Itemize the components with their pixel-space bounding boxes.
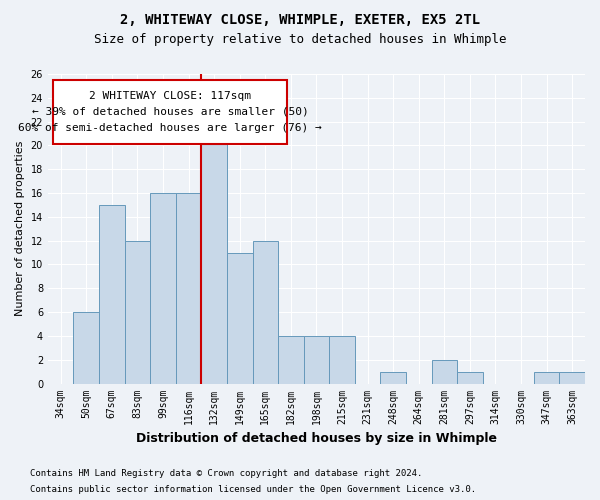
Bar: [304, 336, 329, 384]
Bar: [534, 372, 559, 384]
Y-axis label: Number of detached properties: Number of detached properties: [15, 141, 25, 316]
Bar: [202, 122, 227, 384]
Bar: [253, 240, 278, 384]
Bar: [150, 193, 176, 384]
Bar: [329, 336, 355, 384]
Bar: [278, 336, 304, 384]
Bar: [125, 240, 150, 384]
Bar: [380, 372, 406, 384]
Text: 2, WHITEWAY CLOSE, WHIMPLE, EXETER, EX5 2TL: 2, WHITEWAY CLOSE, WHIMPLE, EXETER, EX5 …: [120, 12, 480, 26]
Bar: [559, 372, 585, 384]
X-axis label: Distribution of detached houses by size in Whimple: Distribution of detached houses by size …: [136, 432, 497, 445]
Bar: [99, 205, 125, 384]
Text: Contains HM Land Registry data © Crown copyright and database right 2024.: Contains HM Land Registry data © Crown c…: [30, 468, 422, 477]
Text: Size of property relative to detached houses in Whimple: Size of property relative to detached ho…: [94, 32, 506, 46]
Bar: [457, 372, 482, 384]
Bar: [431, 360, 457, 384]
Bar: [73, 312, 99, 384]
Bar: [227, 252, 253, 384]
Text: 2 WHITEWAY CLOSE: 117sqm
← 39% of detached houses are smaller (50)
60% of semi-d: 2 WHITEWAY CLOSE: 117sqm ← 39% of detach…: [18, 92, 322, 132]
Text: Contains public sector information licensed under the Open Government Licence v3: Contains public sector information licen…: [30, 485, 476, 494]
FancyBboxPatch shape: [53, 80, 287, 144]
Bar: [176, 193, 202, 384]
